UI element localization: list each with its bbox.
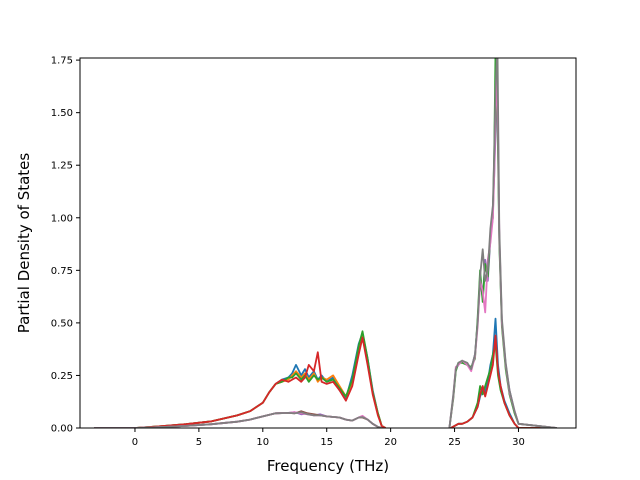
y-tick-label: 1.75 xyxy=(51,56,73,67)
series-layer xyxy=(94,58,557,428)
series-line-7 xyxy=(94,411,382,428)
x-tick-label: 25 xyxy=(448,437,461,448)
series-line-10 xyxy=(450,334,557,428)
series-line-14 xyxy=(448,58,557,428)
x-axis-label: Frequency (THz) xyxy=(267,457,389,475)
series-line-3 xyxy=(94,336,386,428)
y-axis-label: Partial Density of States xyxy=(15,153,33,334)
y-axis-ticks: 0.00 0.25 0.50 0.75 1.00 1.25 1.50 1.75 xyxy=(51,56,80,435)
x-tick-label: 5 xyxy=(196,437,202,448)
y-tick-label: 0.00 xyxy=(51,424,73,435)
plot-frame xyxy=(79,57,577,429)
x-tick-label: 10 xyxy=(256,437,269,448)
x-axis-ticks: 0 5 10 15 20 25 30 xyxy=(132,428,525,448)
x-tick-label: 20 xyxy=(384,437,397,448)
y-tick-label: 1.50 xyxy=(51,108,73,119)
x-tick-label: 0 xyxy=(132,437,138,448)
x-tick-label: 15 xyxy=(320,437,333,448)
y-tick-label: 0.75 xyxy=(51,266,73,277)
x-tick-label: 30 xyxy=(512,437,525,448)
y-tick-label: 0.50 xyxy=(51,318,73,329)
plot-area xyxy=(80,58,576,428)
y-tick-label: 0.25 xyxy=(51,371,73,382)
y-tick-label: 1.00 xyxy=(51,213,73,224)
y-tick-label: 1.25 xyxy=(51,161,73,172)
